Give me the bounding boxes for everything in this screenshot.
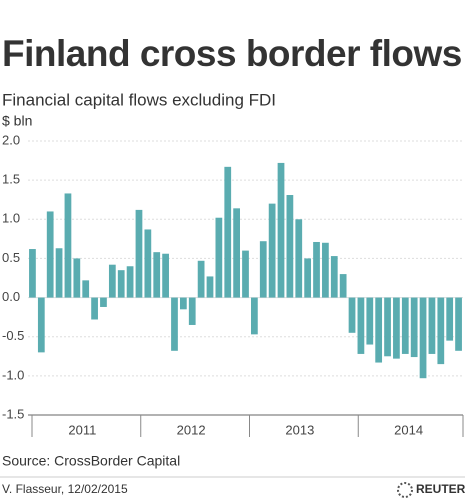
bar xyxy=(277,162,285,298)
y-tick-label: -1.5 xyxy=(2,406,24,421)
x-group-label: 2013 xyxy=(285,422,314,437)
bar xyxy=(29,249,36,298)
bar xyxy=(188,297,196,325)
x-group-label: 2012 xyxy=(177,422,206,437)
bar xyxy=(348,297,356,333)
bar xyxy=(64,193,72,298)
bar xyxy=(410,297,418,358)
bar xyxy=(206,276,214,298)
bar xyxy=(437,297,445,365)
bar xyxy=(233,208,240,298)
bar xyxy=(304,258,312,298)
bar xyxy=(455,297,462,351)
bar xyxy=(135,209,143,298)
bar xyxy=(100,297,107,307)
bar xyxy=(108,264,116,298)
bar xyxy=(91,297,98,320)
chart-subtitle: Financial capital flows excluding FDI xyxy=(2,90,276,109)
bar xyxy=(428,297,436,354)
bar xyxy=(46,211,54,298)
bar xyxy=(197,260,205,298)
bar xyxy=(73,258,81,298)
bar xyxy=(179,297,187,310)
bar xyxy=(55,248,63,298)
x-group-label: 2011 xyxy=(68,422,96,437)
y-tick-label: 1.5 xyxy=(2,172,20,187)
y-axis-label: $ bln xyxy=(2,113,32,129)
bar xyxy=(366,297,374,345)
bar xyxy=(171,297,178,351)
y-tick-label: -0.5 xyxy=(2,328,24,343)
bar xyxy=(242,250,249,298)
chart-title: Finland cross border flows xyxy=(2,33,462,74)
bar xyxy=(446,297,454,341)
y-tick-label: 0.5 xyxy=(2,250,20,265)
bar xyxy=(375,297,383,363)
y-tick-label: -1.0 xyxy=(2,367,24,382)
bar xyxy=(126,266,134,298)
logo-mark xyxy=(397,482,413,498)
bar xyxy=(419,297,427,379)
bar xyxy=(384,297,391,357)
bar xyxy=(259,241,267,298)
y-tick-label: 0.0 xyxy=(2,289,20,304)
bar xyxy=(82,280,90,298)
bar xyxy=(322,242,329,298)
bar xyxy=(224,166,232,298)
source: Source: CrossBorder Capital xyxy=(2,453,180,469)
bar xyxy=(357,297,365,354)
bar xyxy=(153,252,161,298)
bar xyxy=(393,297,400,359)
y-tick-label: 2.0 xyxy=(2,132,20,147)
x-group-label: 2014 xyxy=(394,422,423,437)
bar xyxy=(268,203,276,298)
credit: V. Flasseur, 12/02/2015 xyxy=(2,482,128,496)
bar xyxy=(401,297,409,354)
bar xyxy=(37,297,45,353)
bar xyxy=(144,229,152,298)
bar xyxy=(251,297,258,335)
bar xyxy=(330,256,338,298)
bar xyxy=(295,219,303,298)
y-tick-label: 1.0 xyxy=(2,211,20,226)
logo: REUTERS xyxy=(416,482,465,496)
bar xyxy=(162,253,169,298)
bar xyxy=(313,241,320,298)
bar xyxy=(339,274,347,298)
bar xyxy=(215,217,223,298)
bar xyxy=(117,270,125,298)
bar xyxy=(286,195,294,298)
